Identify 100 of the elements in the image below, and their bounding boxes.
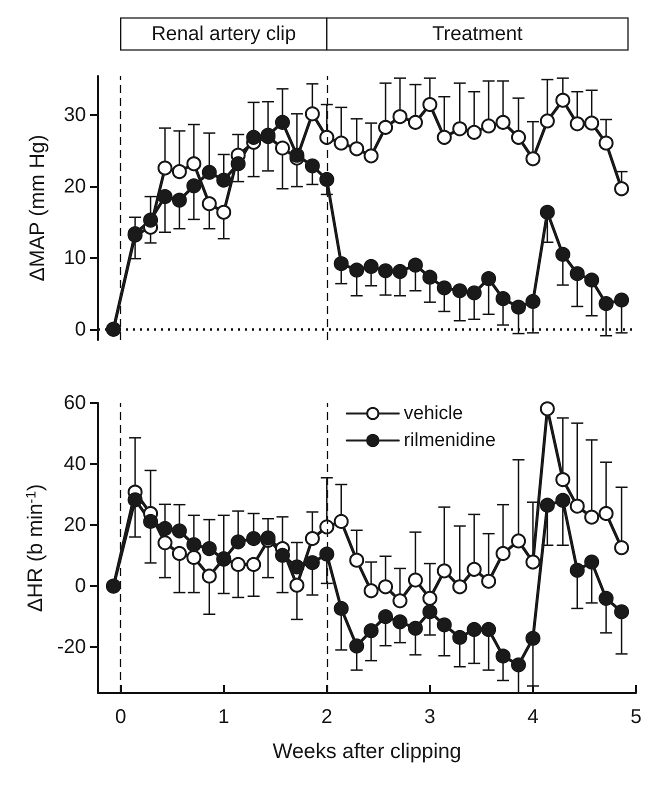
- point: [319, 172, 334, 187]
- point: [584, 510, 600, 525]
- point: [143, 514, 158, 529]
- point: [466, 622, 482, 637]
- point: [614, 292, 630, 308]
- point: [422, 270, 438, 285]
- point: [525, 554, 540, 570]
- point: [481, 574, 496, 589]
- point: [614, 181, 630, 196]
- point: [202, 568, 217, 584]
- point: [304, 158, 320, 174]
- point: [496, 546, 511, 561]
- point: [392, 593, 408, 608]
- point: [555, 492, 570, 508]
- y-tick-label: 30: [64, 104, 86, 126]
- point: [172, 192, 187, 208]
- point: [275, 140, 290, 156]
- point: [436, 280, 452, 296]
- point: [598, 506, 614, 521]
- point: [598, 590, 614, 606]
- y-tick-label: -20: [57, 636, 86, 658]
- point: [511, 657, 526, 672]
- point: [143, 212, 158, 228]
- point: [584, 116, 600, 131]
- point: [349, 141, 364, 156]
- point: [304, 531, 320, 546]
- point: [466, 124, 482, 140]
- x-tick-label: 5: [630, 706, 642, 728]
- point: [452, 121, 468, 136]
- point: [128, 492, 143, 508]
- point: [378, 579, 394, 594]
- y-tick-label: 0: [74, 575, 86, 598]
- point: [334, 600, 349, 616]
- point: [452, 630, 468, 645]
- point: [349, 552, 364, 568]
- point: [540, 204, 555, 220]
- point: [436, 563, 452, 578]
- point: [334, 136, 349, 151]
- point: [570, 116, 585, 132]
- point: [481, 622, 496, 637]
- point: [186, 550, 202, 565]
- point: [570, 562, 585, 578]
- x-tick-label: 4: [527, 706, 538, 728]
- point: [364, 148, 379, 164]
- y-axis-title: ΔHR (b min-1): [22, 484, 48, 612]
- point: [584, 272, 600, 288]
- y-tick-label: 40: [64, 453, 86, 476]
- point: [202, 541, 217, 556]
- x-tick-label: 2: [321, 706, 332, 728]
- point: [422, 604, 438, 620]
- point: [452, 579, 468, 594]
- point: [408, 114, 423, 130]
- point: [496, 648, 511, 664]
- y-tick-label: 10: [64, 246, 86, 269]
- point: [319, 519, 334, 534]
- point: [364, 259, 379, 274]
- point: [570, 498, 585, 514]
- point: [230, 156, 246, 172]
- point: [334, 256, 349, 272]
- point: [496, 114, 511, 130]
- y-tick-label: 20: [64, 176, 86, 198]
- point: [304, 106, 320, 122]
- point: [555, 472, 570, 488]
- point: [186, 537, 202, 552]
- text: Treatment: [432, 23, 524, 45]
- point: [172, 164, 187, 180]
- point: [555, 246, 570, 262]
- point: [275, 114, 290, 130]
- point: [304, 555, 320, 570]
- point: [289, 559, 304, 574]
- point: [525, 151, 540, 166]
- x-axis-title: Weeks after clipping: [272, 740, 462, 763]
- point: [275, 548, 290, 563]
- point: [172, 523, 187, 538]
- point: [378, 609, 394, 624]
- point: [614, 540, 630, 556]
- point: [496, 291, 511, 306]
- point: [158, 535, 172, 550]
- y-tick-label: 60: [64, 392, 86, 414]
- point: [334, 514, 349, 529]
- point: [511, 533, 526, 548]
- point: [598, 296, 614, 312]
- point: [452, 283, 468, 298]
- point: [408, 258, 423, 273]
- x-tick-label: 1: [218, 706, 230, 728]
- point: [378, 263, 394, 278]
- point: [172, 546, 187, 561]
- point: [392, 109, 408, 124]
- point: [614, 604, 630, 620]
- point: [246, 556, 262, 572]
- point: [186, 156, 202, 172]
- point: [158, 520, 172, 536]
- point: [555, 92, 570, 108]
- legend-label: rilmenidine: [404, 430, 496, 451]
- point: [481, 118, 496, 134]
- point: [466, 285, 482, 300]
- point: [246, 130, 262, 145]
- y-tick-label: 0: [74, 318, 86, 340]
- point: [511, 130, 526, 145]
- point: [364, 583, 379, 598]
